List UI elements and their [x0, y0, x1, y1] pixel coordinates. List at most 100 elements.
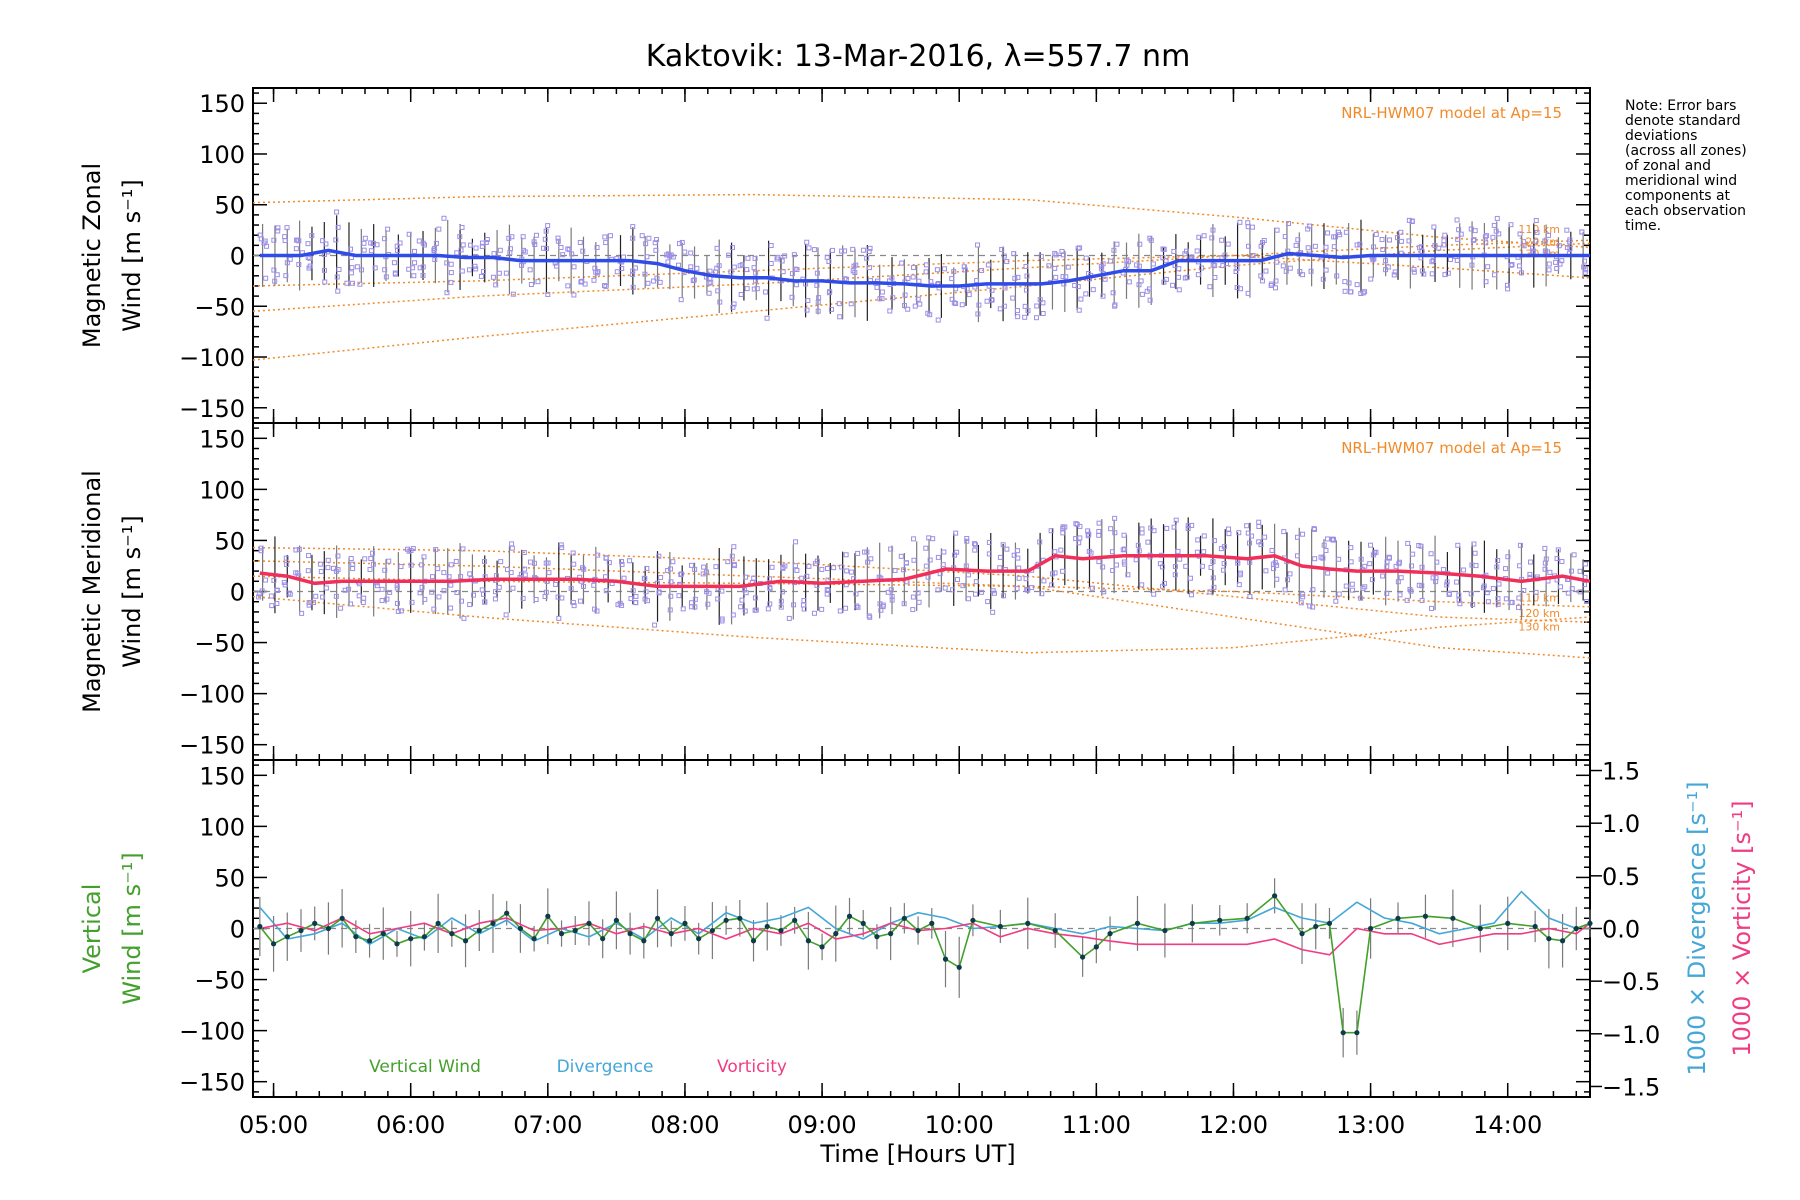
vertical-wind-point — [421, 934, 428, 940]
observation-point — [274, 587, 280, 593]
observation-point — [1409, 218, 1415, 224]
observation-point — [258, 545, 264, 551]
observation-point — [632, 265, 638, 271]
observation-point — [1396, 561, 1402, 567]
observation-point — [799, 575, 805, 581]
y-tick-label: −100 — [179, 1018, 245, 1046]
observation-point — [975, 311, 981, 317]
observation-point — [779, 258, 785, 264]
observation-point — [1429, 271, 1435, 277]
observation-point — [422, 242, 428, 248]
observation-point — [1565, 590, 1571, 596]
observation-point — [1211, 584, 1217, 590]
observation-point — [510, 291, 516, 297]
observation-point — [1112, 515, 1118, 521]
observation-point — [320, 594, 326, 600]
observation-point — [917, 301, 923, 307]
observation-point — [299, 610, 305, 616]
observation-point — [844, 568, 850, 574]
observation-point — [866, 613, 872, 619]
observation-point — [1380, 573, 1386, 579]
observation-point — [1398, 575, 1404, 581]
vertical-wind-point — [312, 920, 318, 926]
vertical-wind-point — [1546, 936, 1552, 942]
observation-point — [935, 317, 941, 323]
observation-point — [1001, 303, 1007, 309]
observation-point — [1274, 576, 1280, 582]
vertical-wind-point — [1422, 913, 1429, 919]
observation-point — [1025, 587, 1031, 593]
vertical-wind-point — [325, 925, 332, 932]
observation-point — [1503, 596, 1509, 602]
observation-point — [1247, 540, 1253, 546]
observation-point — [815, 308, 821, 314]
divergence-line — [259, 890, 1591, 946]
observation-point — [1274, 227, 1280, 233]
observation-point — [1110, 567, 1116, 573]
observation-point — [531, 560, 537, 566]
observation-point — [311, 599, 317, 605]
observation-point — [899, 260, 905, 266]
observation-point — [621, 575, 627, 581]
vertical-wind-point — [750, 938, 757, 944]
observation-point — [496, 584, 502, 590]
observation-point — [1269, 547, 1275, 553]
observation-point — [1370, 552, 1376, 558]
observation-point — [412, 260, 418, 266]
observation-point — [1347, 289, 1353, 295]
observation-point — [991, 590, 997, 596]
observation-point — [565, 283, 571, 289]
note-line: components at — [1625, 188, 1731, 204]
observation-point — [384, 596, 390, 602]
observation-point — [1384, 564, 1390, 570]
observation-point — [1147, 235, 1153, 241]
observation-point — [1176, 274, 1182, 280]
vertical-wind-point — [1340, 1030, 1346, 1036]
observation-point — [1434, 559, 1440, 565]
observation-point — [644, 254, 650, 260]
observation-point — [553, 581, 559, 587]
observation-point — [558, 542, 564, 548]
observation-point — [1075, 284, 1081, 290]
observation-point — [1516, 595, 1522, 601]
observation-point — [730, 304, 736, 310]
observation-point — [898, 553, 904, 559]
observation-point — [431, 606, 437, 612]
observation-point — [1218, 546, 1224, 552]
observation-point — [1245, 530, 1251, 536]
observation-point — [997, 554, 1003, 560]
vertical-wind-point — [366, 938, 373, 944]
observation-point — [459, 268, 465, 274]
observation-point — [397, 240, 403, 246]
chart-title: Kaktovik: 13-Mar-2016, λ=557.7 nm — [646, 39, 1191, 74]
observation-point — [271, 577, 277, 583]
observation-point — [448, 605, 454, 611]
observation-point — [1208, 564, 1214, 570]
observation-point — [633, 600, 639, 606]
observation-point — [778, 604, 784, 610]
observation-point — [890, 295, 896, 301]
observation-point — [1298, 600, 1304, 606]
observation-point — [382, 567, 388, 573]
legend: Vertical Wind Divergence Vorticity — [369, 1057, 787, 1077]
observation-point — [592, 606, 598, 612]
observation-point — [281, 579, 287, 585]
observation-point — [274, 272, 280, 278]
observation-point — [571, 292, 577, 298]
observation-point — [1263, 568, 1269, 574]
vertical-wind-point — [353, 934, 359, 940]
observation-point — [1312, 556, 1318, 562]
observation-point — [1358, 290, 1364, 296]
observation-point — [1226, 531, 1232, 537]
observation-point — [510, 585, 516, 591]
note-line: deviations — [1625, 128, 1697, 144]
observation-point — [498, 559, 504, 565]
observation-point — [1040, 311, 1046, 317]
observation-point — [990, 609, 996, 615]
observation-point — [923, 545, 929, 551]
observation-point — [1076, 307, 1082, 313]
observation-point — [507, 250, 513, 256]
observation-point — [1258, 273, 1264, 279]
observation-point — [985, 262, 991, 268]
model-curve — [252, 193, 1591, 249]
